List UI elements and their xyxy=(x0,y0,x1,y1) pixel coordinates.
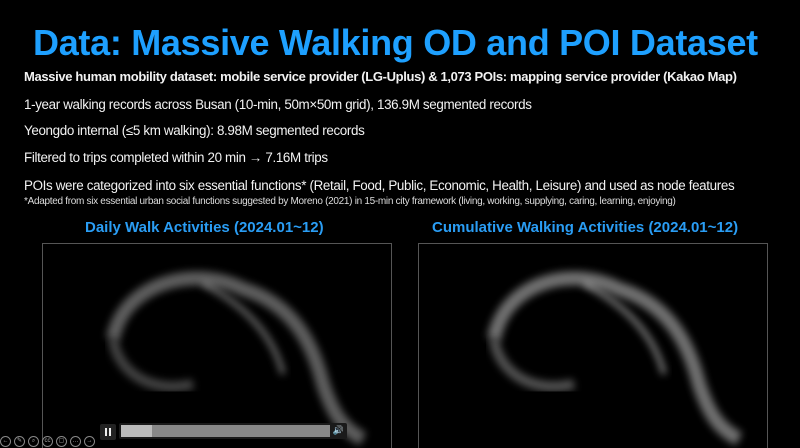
bullet-pois: POIs were categorized into six essential… xyxy=(24,178,735,193)
volume-icon[interactable]: 🔊 xyxy=(332,425,344,435)
slide-title: Data: Massive Walking OD and POI Dataset xyxy=(33,22,758,63)
footnote: *Adapted from six essential urban social… xyxy=(24,196,676,207)
daily-walk-video[interactable] xyxy=(42,243,392,448)
forward-icon[interactable]: → xyxy=(84,436,95,447)
back-icon[interactable]: ← xyxy=(0,436,11,447)
zoom-icon[interactable]: ⌕ xyxy=(28,436,39,447)
more-icon[interactable]: … xyxy=(70,436,81,447)
walking-flow-map xyxy=(487,271,743,446)
camera-icon[interactable]: ▢ xyxy=(56,436,67,447)
pause-button[interactable] xyxy=(100,424,116,440)
pen-icon[interactable]: ✎ xyxy=(14,436,25,447)
presenter-toolbar: ← ✎ ⌕ cc ▢ … → xyxy=(0,436,95,447)
right-caption: Cumulative Walking Activities (2024.01~1… xyxy=(432,219,739,236)
progress-track[interactable] xyxy=(121,425,330,437)
left-caption: Daily Walk Activities (2024.01~12) xyxy=(85,219,324,236)
video-seek-bar[interactable]: 🔊 xyxy=(119,423,347,439)
progress-fill xyxy=(121,425,153,437)
subtitles-icon[interactable]: cc xyxy=(42,436,53,447)
bullet-records: 1-year walking records across Busan (10-… xyxy=(24,97,532,112)
bullet-filter: Filtered to trips completed within 20 mi… xyxy=(24,150,328,165)
bullet-yeongdo: Yeongdo internal (≤5 km walking): 8.98M … xyxy=(24,123,365,138)
cumulative-walk-video[interactable] xyxy=(418,243,768,448)
walking-flow-map xyxy=(106,271,367,446)
bullet-dataset: Massive human mobility dataset: mobile s… xyxy=(24,69,737,84)
